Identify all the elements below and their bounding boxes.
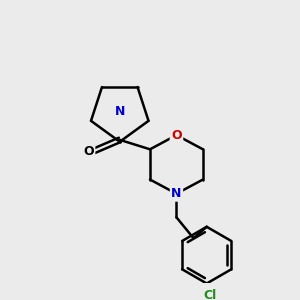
- Text: N: N: [115, 105, 125, 118]
- Text: N: N: [171, 187, 182, 200]
- Text: Cl: Cl: [204, 289, 217, 300]
- Text: O: O: [171, 129, 182, 142]
- Text: O: O: [83, 145, 94, 158]
